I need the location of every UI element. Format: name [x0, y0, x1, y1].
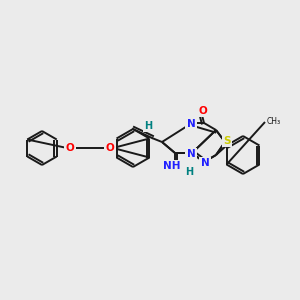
Text: O: O — [106, 143, 114, 153]
Text: N: N — [187, 149, 195, 159]
Text: H: H — [185, 167, 193, 177]
Text: N: N — [201, 158, 209, 168]
Text: NH: NH — [163, 161, 181, 171]
Text: CH₃: CH₃ — [267, 118, 281, 127]
Text: N: N — [187, 119, 195, 129]
Text: O: O — [66, 143, 74, 153]
Text: H: H — [144, 121, 152, 131]
Text: O: O — [199, 106, 207, 116]
Text: S: S — [223, 136, 231, 146]
